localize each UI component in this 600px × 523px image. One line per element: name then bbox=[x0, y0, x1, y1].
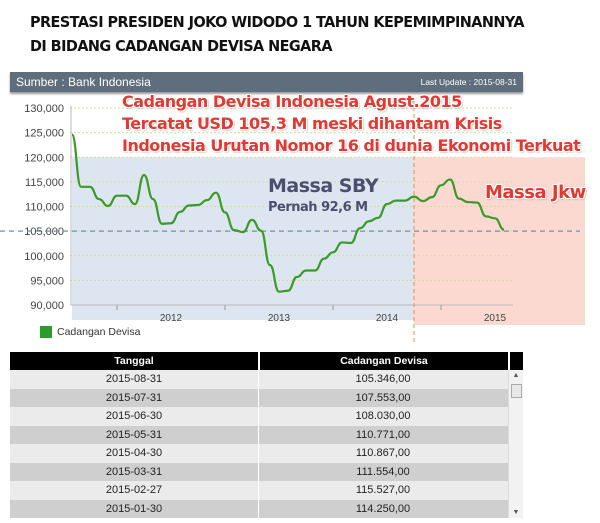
source-label: Sumber : Bank Indonesia bbox=[16, 75, 151, 89]
table-row[interactable]: 2015-07-31 107.553,00 bbox=[10, 388, 509, 407]
cell-date: 2015-04-30 bbox=[10, 444, 259, 463]
jkw-label: Massa Jkw bbox=[485, 182, 586, 203]
y-tick-label: 115,000 bbox=[25, 177, 64, 189]
sby-region bbox=[72, 157, 414, 320]
cell-date: 2015-03-31 bbox=[10, 462, 259, 481]
y-tick-label: 90,000 bbox=[30, 300, 64, 312]
headline-3: Indonesia Urutan Nomor 16 di dunia Ekono… bbox=[122, 136, 581, 155]
chart-panel-header: Sumber : Bank Indonesia Last Update : 20… bbox=[10, 72, 523, 92]
legend-swatch bbox=[40, 326, 52, 338]
cell-value: 114.250,00 bbox=[355, 502, 411, 515]
cell-value: 111.554,00 bbox=[356, 465, 410, 478]
cell-value: 110.771,00 bbox=[355, 428, 411, 441]
cell-date: 2015-06-30 bbox=[10, 407, 259, 426]
legend-label: Cadangan Devisa bbox=[57, 326, 141, 338]
sby-label: Massa SBY bbox=[268, 175, 379, 197]
cell-value: 108.030,00 bbox=[355, 410, 411, 423]
y-tick-label: 105,000 bbox=[24, 226, 64, 238]
scroll-up-icon[interactable]: ▲ bbox=[512, 372, 520, 379]
table-row[interactable]: 2015-01-30 114.250,00 bbox=[10, 499, 509, 518]
table-scrollbar[interactable]: ▲ ▼ bbox=[508, 370, 523, 518]
title-line-1: PRESTASI PRESIDEN JOKO WIDODO 1 TAHUN KE… bbox=[30, 13, 525, 31]
y-tick-label: 95,000 bbox=[30, 275, 64, 287]
reserves-chart: 130,000 125,000 120,000 115,000 110,000 105,0… bbox=[0, 100, 585, 345]
header-cadangan[interactable]: Cadangan Devisa bbox=[260, 352, 510, 370]
sby-low-label: Pernah 92,6 M bbox=[268, 200, 368, 215]
headline-1: Cadangan Devisa Indonesia Agust.2015 bbox=[122, 92, 462, 111]
cell-date: 2015-01-30 bbox=[10, 499, 259, 518]
cell-value: 105.346,00 bbox=[355, 373, 411, 386]
table-row[interactable]: 2015-08-31 105.346,00 bbox=[10, 370, 509, 389]
last-update-label: Last Update : 2015-08-31 bbox=[420, 77, 517, 87]
legend: Cadangan Devisa bbox=[40, 326, 140, 338]
table-row[interactable]: 2015-02-27 115.527,00 bbox=[10, 481, 509, 500]
cell-value: 107.553,00 bbox=[355, 391, 411, 404]
table-row[interactable]: 2015-04-30 110.867,00 bbox=[10, 444, 509, 463]
reserves-table: Tanggal Cadangan Devisa 2015-08-31 105.34… bbox=[10, 352, 523, 518]
y-tick-label: 100,000 bbox=[24, 251, 64, 263]
y-tick-label: 130,000 bbox=[24, 103, 64, 115]
cell-date: 2015-07-31 bbox=[10, 388, 259, 407]
y-tick-label: 110,000 bbox=[25, 202, 64, 214]
x-tick-label: 2015 bbox=[484, 313, 507, 324]
cell-date: 2015-08-31 bbox=[10, 370, 259, 389]
headline-2: Tercatat USD 105,3 M meski dihantam Kris… bbox=[122, 114, 502, 133]
header-tanggal[interactable]: Tanggal bbox=[10, 352, 260, 370]
cell-date: 2015-02-27 bbox=[10, 481, 259, 500]
cell-value: 110.867,00 bbox=[355, 447, 411, 460]
x-tick-label: 2014 bbox=[376, 313, 399, 324]
y-tick-label: 125,000 bbox=[24, 128, 64, 140]
cell-value: 115.527,00 bbox=[355, 484, 411, 497]
table-row[interactable]: 2015-06-30 108.030,00 bbox=[10, 407, 509, 426]
page-title: PRESTASI PRESIDEN JOKO WIDODO 1 TAHUN KE… bbox=[30, 10, 525, 58]
cell-date: 2015-05-31 bbox=[10, 425, 259, 444]
table-row[interactable]: 2015-05-31 110.771,00 bbox=[10, 425, 509, 444]
table-header: Tanggal Cadangan Devisa bbox=[10, 352, 523, 370]
title-line-2: DI BIDANG CADANGAN DEVISA NEGARA bbox=[30, 37, 332, 55]
scroll-thumb[interactable] bbox=[511, 384, 522, 398]
x-tick-label: 2013 bbox=[268, 313, 291, 324]
scroll-down-icon[interactable]: ▼ bbox=[512, 509, 520, 516]
table-row[interactable]: 2015-03-31 111.554,00 bbox=[10, 462, 509, 481]
y-tick-label: 120,000 bbox=[24, 152, 64, 164]
x-tick-label: 2012 bbox=[160, 313, 183, 324]
